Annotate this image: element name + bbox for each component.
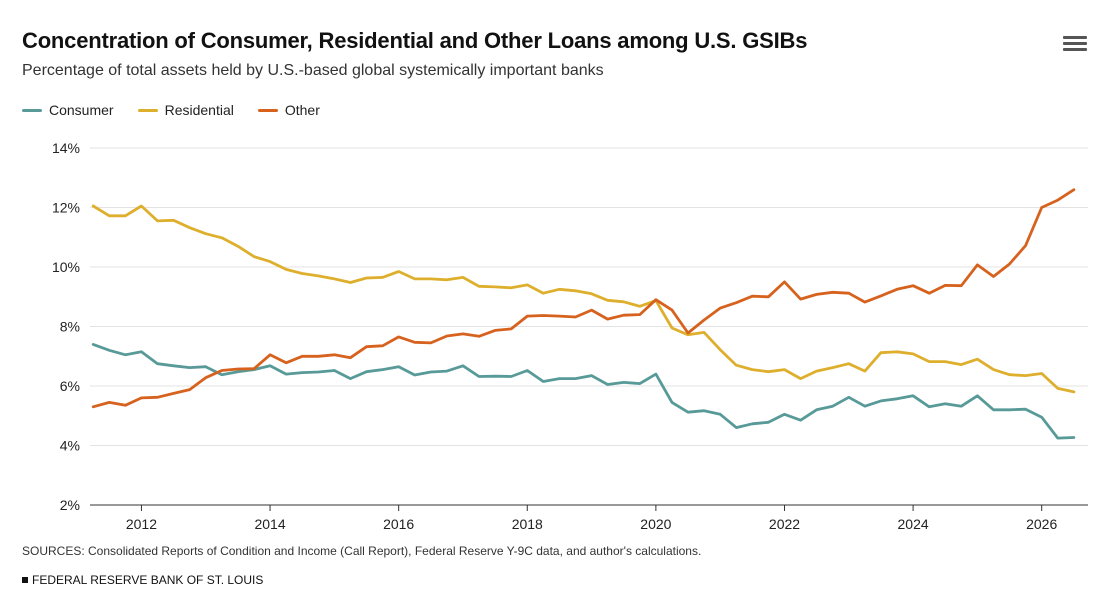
legend-item-residential[interactable]: Residential (137, 102, 234, 118)
series-line-consumer (91, 342, 1076, 440)
x-tick-label: 2018 (512, 516, 543, 532)
legend-item-other[interactable]: Other (257, 102, 320, 118)
legend-swatch-other (257, 108, 278, 112)
chart-subtitle: Percentage of total assets held by U.S.-… (22, 62, 604, 79)
sources-note: SOURCES: Consolidated Reports of Conditi… (22, 544, 702, 558)
x-tick-label: 2026 (1026, 516, 1057, 532)
series-line-residential (91, 204, 1076, 394)
x-tick-label: 2014 (254, 516, 285, 532)
hamburger-menu-icon[interactable] (1063, 36, 1087, 56)
y-tick-label: 14% (52, 140, 80, 156)
x-tick-label: 2024 (898, 516, 929, 532)
legend-label-other: Other (284, 102, 320, 118)
legend-item-consumer[interactable]: Consumer (22, 102, 114, 118)
x-tick-label: 2016 (383, 516, 414, 532)
legend-swatch-residential (137, 108, 158, 112)
y-tick-label: 12% (52, 200, 80, 216)
legend-label-consumer: Consumer (49, 102, 114, 118)
x-tick-label: 2020 (640, 516, 671, 532)
chart-title: Concentration of Consumer, Residential a… (22, 28, 808, 53)
footer-credit: FEDERAL RESERVE BANK OF ST. LOUIS (22, 573, 263, 587)
y-tick-label: 4% (60, 438, 80, 454)
x-tick-label: 2012 (126, 516, 157, 532)
legend-label-residential: Residential (164, 102, 234, 118)
y-tick-label: 10% (52, 259, 80, 275)
footer-org: FEDERAL RESERVE BANK OF ST. LOUIS (32, 573, 264, 587)
x-tick-label: 2022 (769, 516, 800, 532)
y-tick-label: 6% (60, 378, 80, 394)
legend-swatch-consumer (22, 108, 42, 112)
y-tick-label: 8% (60, 319, 80, 335)
y-tick-label: 2% (60, 497, 80, 513)
chart-legend: Consumer Residential Other (22, 100, 344, 120)
series-line-other (91, 188, 1076, 409)
footer-square-icon (22, 577, 28, 583)
